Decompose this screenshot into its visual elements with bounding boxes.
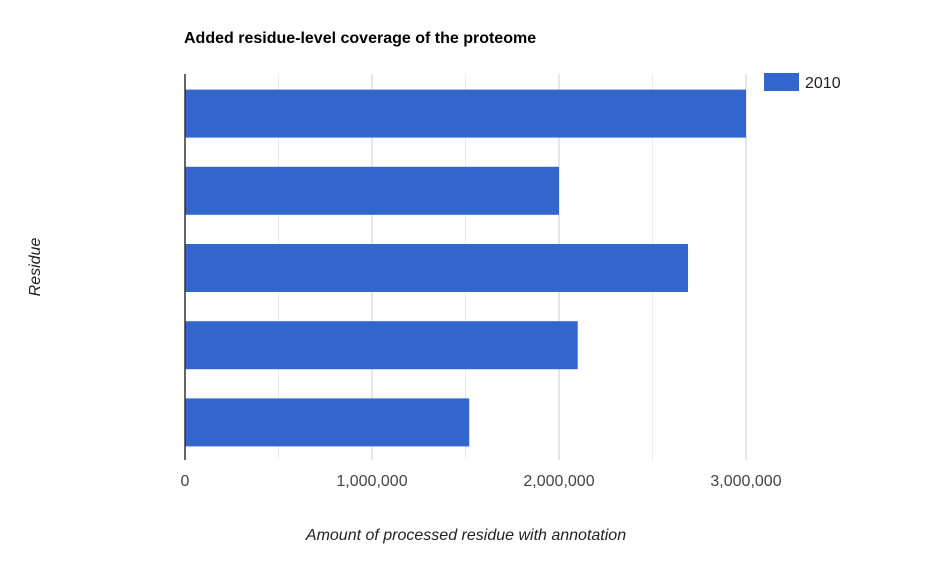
bar-3[interactable] xyxy=(185,244,689,292)
bar-4[interactable] xyxy=(185,321,578,370)
bar-2[interactable] xyxy=(185,166,559,215)
x-tick-label: 2,000,000 xyxy=(523,473,594,490)
bar-5[interactable] xyxy=(185,398,470,447)
x-tick-labels: 0 1,000,000 2,000,000 3,000,000 xyxy=(181,473,782,490)
x-tick-label: 0 xyxy=(181,473,190,490)
legend-label: 2010 xyxy=(805,75,841,92)
legend-swatch xyxy=(764,73,799,91)
legend: 2010 xyxy=(764,73,841,92)
y-axis-label: Residue xyxy=(27,238,44,297)
x-axis-label: Amount of processed residue with annotat… xyxy=(305,527,626,544)
chart-title: Added residue-level coverage of the prot… xyxy=(184,30,536,47)
x-tick-label: 3,000,000 xyxy=(710,473,781,490)
bar-1[interactable] xyxy=(185,89,746,138)
x-tick-label: 1,000,000 xyxy=(336,473,407,490)
bars-group xyxy=(185,89,746,447)
